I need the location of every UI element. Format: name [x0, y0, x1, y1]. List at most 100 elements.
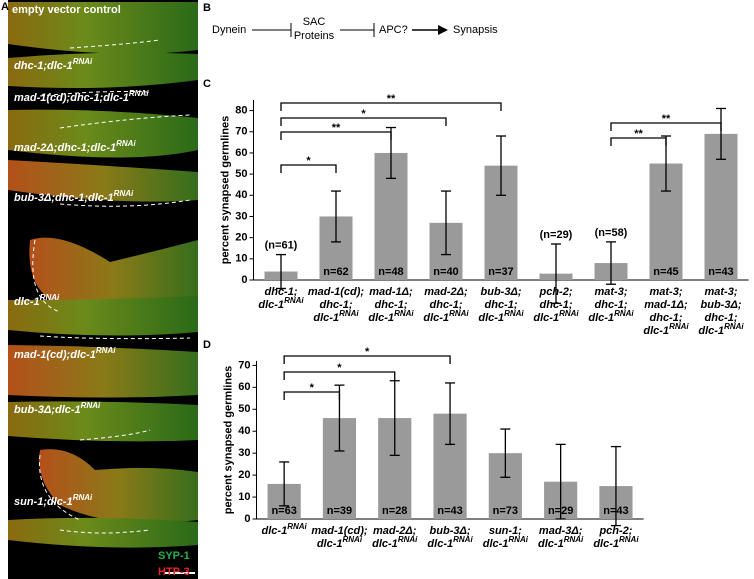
- category-label: mad-2Δ;: [373, 525, 417, 537]
- category-label: dlc-1RNAi: [643, 322, 689, 337]
- category-label: mad-1(cd);: [311, 525, 368, 537]
- n-label: (n=58): [595, 227, 628, 239]
- label-main: mad-1(cd);dhc-1;dlc-1: [14, 92, 129, 104]
- category-line: dhc-1;: [705, 312, 738, 324]
- category-line: dlc-1: [258, 299, 284, 311]
- category-label: dhc-1;: [540, 299, 573, 311]
- category-line: dlc-1: [643, 325, 669, 337]
- significance-bracket: [280, 131, 392, 140]
- significance-bracket: [283, 391, 341, 400]
- category-sup: RNAi: [559, 309, 579, 318]
- category-line: mat-3;: [649, 286, 682, 298]
- significance-bracket: [610, 137, 667, 146]
- category-label: sun-1;: [489, 525, 522, 537]
- category-line: bub-3Δ;: [430, 525, 471, 537]
- category-line: dhc-1;: [595, 299, 628, 311]
- significance-label: *: [306, 155, 311, 167]
- category-label: dlc-1RNAi: [372, 535, 418, 550]
- category-line: dlc-1: [593, 538, 619, 550]
- category-sup: RNAi: [398, 535, 418, 544]
- category-sup: RNAi: [394, 309, 414, 318]
- strain-label: mad-1(cd);dhc-1;dlc-1RNAi: [14, 89, 149, 104]
- category-label: dhc-1;: [430, 299, 463, 311]
- strain-label: dhc-1;dlc-1RNAi: [14, 57, 93, 72]
- y-tick-label: 80: [235, 104, 247, 116]
- category-sup: RNAi: [724, 322, 744, 331]
- strain-label: sun-1;dlc-1RNAi: [14, 493, 93, 508]
- category-line: mad-1(cd);: [311, 525, 368, 537]
- category-line: mad-2Δ;: [373, 525, 417, 537]
- category-line: dlc-1: [427, 538, 453, 550]
- category-sup: RNAi: [449, 309, 469, 318]
- strain-label: mad-2Δ;dhc-1;dlc-1RNAi: [14, 139, 136, 154]
- category-line: dlc-1: [368, 312, 394, 324]
- y-tick-label: 0: [244, 513, 250, 525]
- category-line: dhc-1;: [540, 299, 573, 311]
- label-sup: RNAi: [81, 401, 101, 410]
- significance-bracket: [280, 117, 447, 126]
- label-main: empty vector control: [12, 4, 121, 16]
- node: Dynein: [212, 24, 246, 36]
- y-tick-label: 0: [241, 274, 247, 286]
- category-line: sun-1;: [489, 525, 522, 537]
- category-sup: RNAi: [343, 535, 363, 544]
- label-sup: RNAi: [129, 89, 149, 98]
- strain-label: dlc-1RNAi: [14, 293, 60, 308]
- y-tick-label: 30: [238, 447, 250, 459]
- label-sup: RNAi: [114, 189, 134, 198]
- category-sup: RNAi: [614, 309, 634, 318]
- category-sup: RNAi: [669, 322, 689, 331]
- category-label: dhc-1;: [650, 312, 683, 324]
- channel-legend: HTP-3: [158, 566, 190, 578]
- channel-legend: SYP-1: [158, 550, 190, 562]
- arrow-head: [438, 25, 448, 35]
- category-line: dhc-1;: [650, 312, 683, 324]
- category-line: dhc-1;: [320, 299, 353, 311]
- label-sup: RNAi: [96, 346, 116, 355]
- micrograph-strips: [8, 2, 198, 574]
- significance-bracket: [280, 164, 337, 173]
- n-label: n=43: [437, 505, 462, 517]
- category-label: mad-1(cd);: [308, 286, 365, 298]
- category-label: dlc-1RNAi: [538, 535, 584, 550]
- label-main: sun-1;dlc-1: [14, 496, 73, 508]
- label-sup: RNAi: [73, 57, 93, 66]
- category-line: dlc-1: [588, 312, 614, 324]
- strain-label: bub-3Δ;dhc-1;dlc-1RNAi: [14, 189, 134, 204]
- significance-bracket: [283, 355, 451, 364]
- category-line: dlc-1: [372, 538, 398, 550]
- significance-label: *: [361, 108, 366, 120]
- category-line: mad-1(cd);: [308, 286, 365, 298]
- category-line: mat-3;: [704, 286, 737, 298]
- category-label: dhc-1;: [320, 299, 353, 311]
- n-label: n=37: [488, 266, 513, 278]
- category-label: dlc-1RNAi: [533, 309, 579, 324]
- category-label: bub-3Δ;: [481, 286, 522, 298]
- category-label: dhc-1;: [595, 299, 628, 311]
- y-axis-label: percent synapsed germlines: [222, 366, 234, 515]
- category-label: mat-3;: [594, 286, 627, 298]
- category-line: dhc-1;: [265, 286, 298, 298]
- category-sup: RNAi: [453, 535, 473, 544]
- y-tick-label: 10: [235, 253, 247, 265]
- n-label: n=62: [323, 266, 348, 278]
- n-label: n=43: [603, 505, 628, 517]
- category-line: dlc-1: [423, 312, 449, 324]
- n-label: n=28: [382, 505, 407, 517]
- y-tick-label: 60: [238, 381, 250, 393]
- category-line: pch-2;: [539, 286, 573, 298]
- strain-label: empty vector control: [12, 4, 121, 16]
- strain-label: mad-1(cd);dlc-1RNAi: [14, 346, 116, 361]
- category-label: dlc-1RNAi: [258, 296, 304, 311]
- category-line: dlc-1: [538, 538, 564, 550]
- category-label: mat-3;: [649, 286, 682, 298]
- category-line: dlc-1: [262, 525, 288, 537]
- significance-label: **: [634, 128, 643, 140]
- category-line: dhc-1;: [430, 299, 463, 311]
- germline: [8, 109, 198, 158]
- category-line: pch-2;: [598, 525, 632, 537]
- category-sup: RNAi: [339, 309, 359, 318]
- category-line: dhc-1;: [375, 299, 408, 311]
- label-main: mad-2Δ;dhc-1;dlc-1: [14, 142, 116, 154]
- category-label: mad-3Δ;: [539, 525, 583, 537]
